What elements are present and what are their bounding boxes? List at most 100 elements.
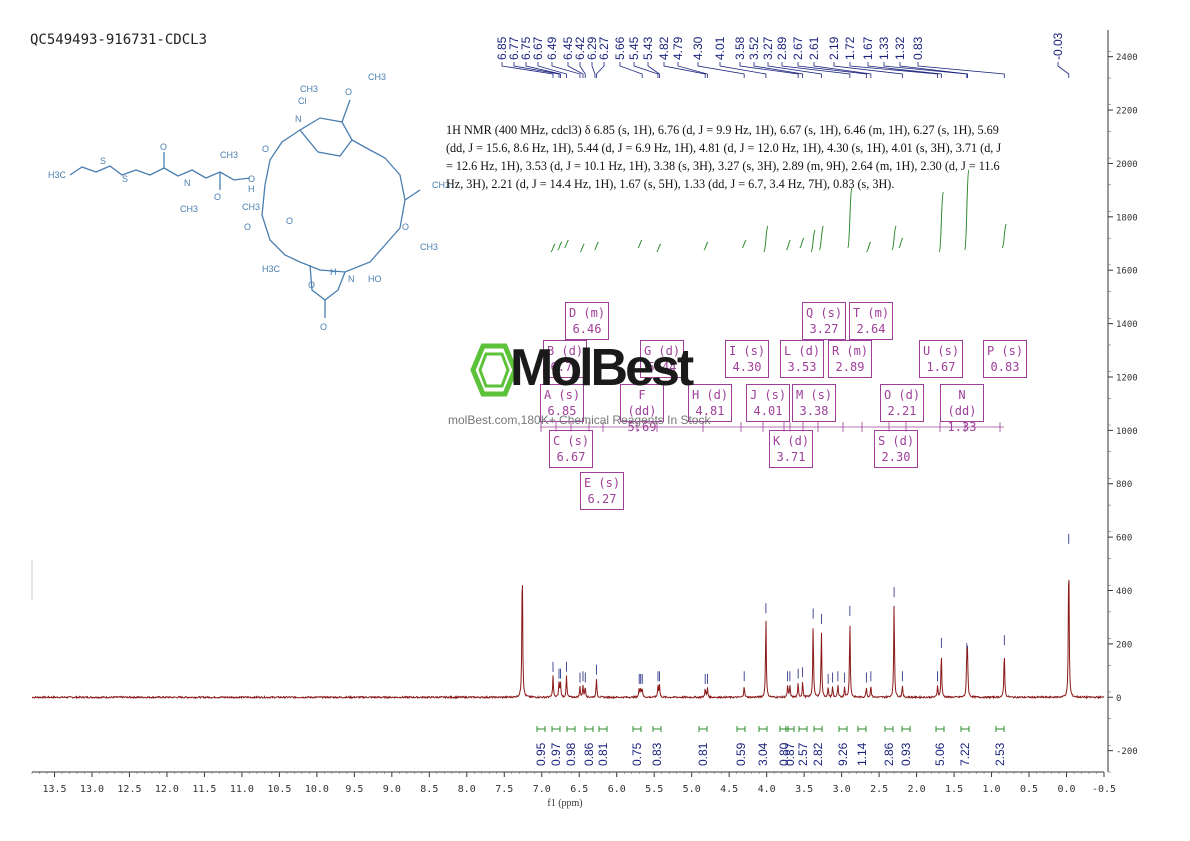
- structure-atom-label: H3C: [262, 264, 281, 274]
- peak-label: 4.30: [691, 36, 705, 60]
- integral-curve: [579, 243, 585, 253]
- peak-leader: [647, 62, 660, 78]
- peak-leader: [883, 62, 968, 78]
- multiplet-brackets: [540, 422, 1004, 432]
- structure-atom-label: N: [348, 274, 355, 284]
- peak-leader: [663, 62, 706, 78]
- multiplet-box-title: Q (s): [805, 306, 843, 320]
- peak-leader: [596, 62, 605, 78]
- x-tick-label: 2.0: [908, 784, 926, 795]
- x-tick-label: 6.0: [608, 784, 626, 795]
- structure-atom-label: CH3: [300, 84, 318, 94]
- x-tick-label: 3.0: [833, 784, 851, 795]
- integration-label: 0.97: [549, 742, 563, 766]
- spectrum-line: [31, 579, 1105, 700]
- integral-curve: [557, 241, 563, 251]
- structure-methoxy: [341, 99, 351, 123]
- peak-label: 4.82: [657, 36, 671, 60]
- peak-leader: [719, 62, 767, 78]
- multiplet-box-title: D (m): [568, 306, 606, 320]
- x-tick-label: 12.0: [155, 784, 179, 795]
- structure-labels: H3CSSONCH3CH3OOClOCH3NCH3OOCH3HOH3CONHHO…: [48, 72, 450, 332]
- structure-atom-label: N: [184, 178, 191, 188]
- structure-atom-label: O: [248, 174, 255, 184]
- integration-label: 7.22: [958, 742, 972, 766]
- structure-atom-label: O: [160, 142, 167, 152]
- peak-leader: [501, 62, 554, 78]
- multiplet-box-title: N (dd): [947, 388, 977, 418]
- peak-leader: [917, 62, 1005, 78]
- integral-curve: [763, 225, 769, 253]
- integration-label: 2.53: [993, 742, 1007, 766]
- peak-leader: [591, 62, 596, 78]
- multiplet-box-shift: 4.30: [732, 360, 762, 374]
- peak-label: 2.61: [807, 36, 821, 60]
- peak-label: 6.67: [531, 36, 545, 60]
- integration-label: 9.26: [836, 742, 850, 766]
- peak-label: -0.03: [1051, 32, 1065, 60]
- multiplet-box-shift: 5.44: [647, 360, 677, 374]
- structure-atom-label: CH3: [368, 72, 386, 82]
- multiplet-box-shift: 2.21: [887, 404, 917, 418]
- y-tick-label: 600: [1116, 534, 1132, 544]
- multiplet-box-shift: 5.69: [627, 420, 657, 434]
- y-tick-label: -200: [1116, 747, 1138, 757]
- peak-leader: [753, 62, 804, 78]
- peak-leader: [525, 62, 561, 78]
- y-tick-label: 400: [1116, 587, 1132, 597]
- multiplet-box-shift: 6.46: [572, 322, 602, 336]
- y-tick-label: 800: [1116, 480, 1132, 490]
- integration-label: 0.59: [734, 742, 748, 766]
- y-tick-label: 1400: [1116, 320, 1138, 330]
- multiplet-box-m: M (s) 3.38: [792, 384, 836, 422]
- multiplet-box-n: N (dd) 1.33: [940, 384, 984, 434]
- structure-aromatic-ring: [299, 117, 353, 157]
- structure-atom-label: O: [286, 216, 293, 226]
- x-tick-label: 13.0: [80, 784, 104, 795]
- integration-label: 0.93: [899, 742, 913, 766]
- x-tick-label: 7.0: [533, 784, 551, 795]
- peak-markers: [552, 533, 1070, 684]
- multiplet-box-g: G (d) 5.44: [640, 340, 684, 378]
- integral-curve: [1001, 223, 1007, 249]
- multiplet-box-title: A (s): [543, 388, 581, 402]
- x-tick-label: 11.0: [230, 784, 254, 795]
- multiplet-box-c: C (s) 6.67: [549, 430, 593, 468]
- multiplet-box-j: J (s) 4.01: [746, 384, 790, 422]
- multiplet-box-shift: 2.30: [881, 450, 911, 464]
- multiplet-box-shift: 6.76: [550, 360, 580, 374]
- peak-label: 6.85: [495, 36, 509, 60]
- multiplet-box-k: K (d) 3.71: [769, 430, 813, 468]
- x-tick-label: 0.5: [1020, 784, 1038, 795]
- peak-label: 5.45: [627, 36, 641, 60]
- peak-label: 5.66: [613, 36, 627, 60]
- integration-label: 2.82: [811, 742, 825, 766]
- integral-curves: [550, 169, 1007, 253]
- x-tick-label: 4.0: [758, 784, 776, 795]
- structure-atom-label: O: [244, 222, 251, 232]
- y-tick-label: 2400: [1116, 53, 1138, 63]
- peak-label: 6.42: [573, 36, 587, 60]
- nmr-description: 1H NMR (400 MHz, cdcl3) δ 6.85 (s, 1H), …: [446, 123, 1002, 191]
- integration-label: 2.86: [882, 742, 896, 766]
- structure-atom-label: CH3: [432, 180, 450, 190]
- x-tick-label: 11.5: [192, 784, 216, 795]
- multiplet-box-title: J (s): [749, 388, 787, 402]
- multiplet-box-s: S (d) 2.30: [874, 430, 918, 468]
- peak-leader: [833, 62, 903, 78]
- peak-leader: [899, 62, 968, 78]
- multiplet-box-title: S (d): [877, 434, 915, 448]
- structure-methyl: [404, 189, 421, 201]
- integral-curve: [891, 225, 897, 251]
- integral-curve: [938, 191, 944, 253]
- integration-brackets: [536, 726, 1005, 732]
- peak-label: 6.27: [597, 36, 611, 60]
- chart-axes: [31, 30, 1109, 773]
- multiplet-box-title: P (s): [986, 344, 1024, 358]
- x-tick-label: 8.0: [458, 784, 476, 795]
- structure-atom-label: Cl: [298, 96, 307, 106]
- integration-label: 0.81: [596, 742, 610, 766]
- multiplet-box-title: I (s): [728, 344, 766, 358]
- integration-label: 2.57: [796, 742, 810, 766]
- multiplet-box-shift: 3.38: [799, 404, 829, 418]
